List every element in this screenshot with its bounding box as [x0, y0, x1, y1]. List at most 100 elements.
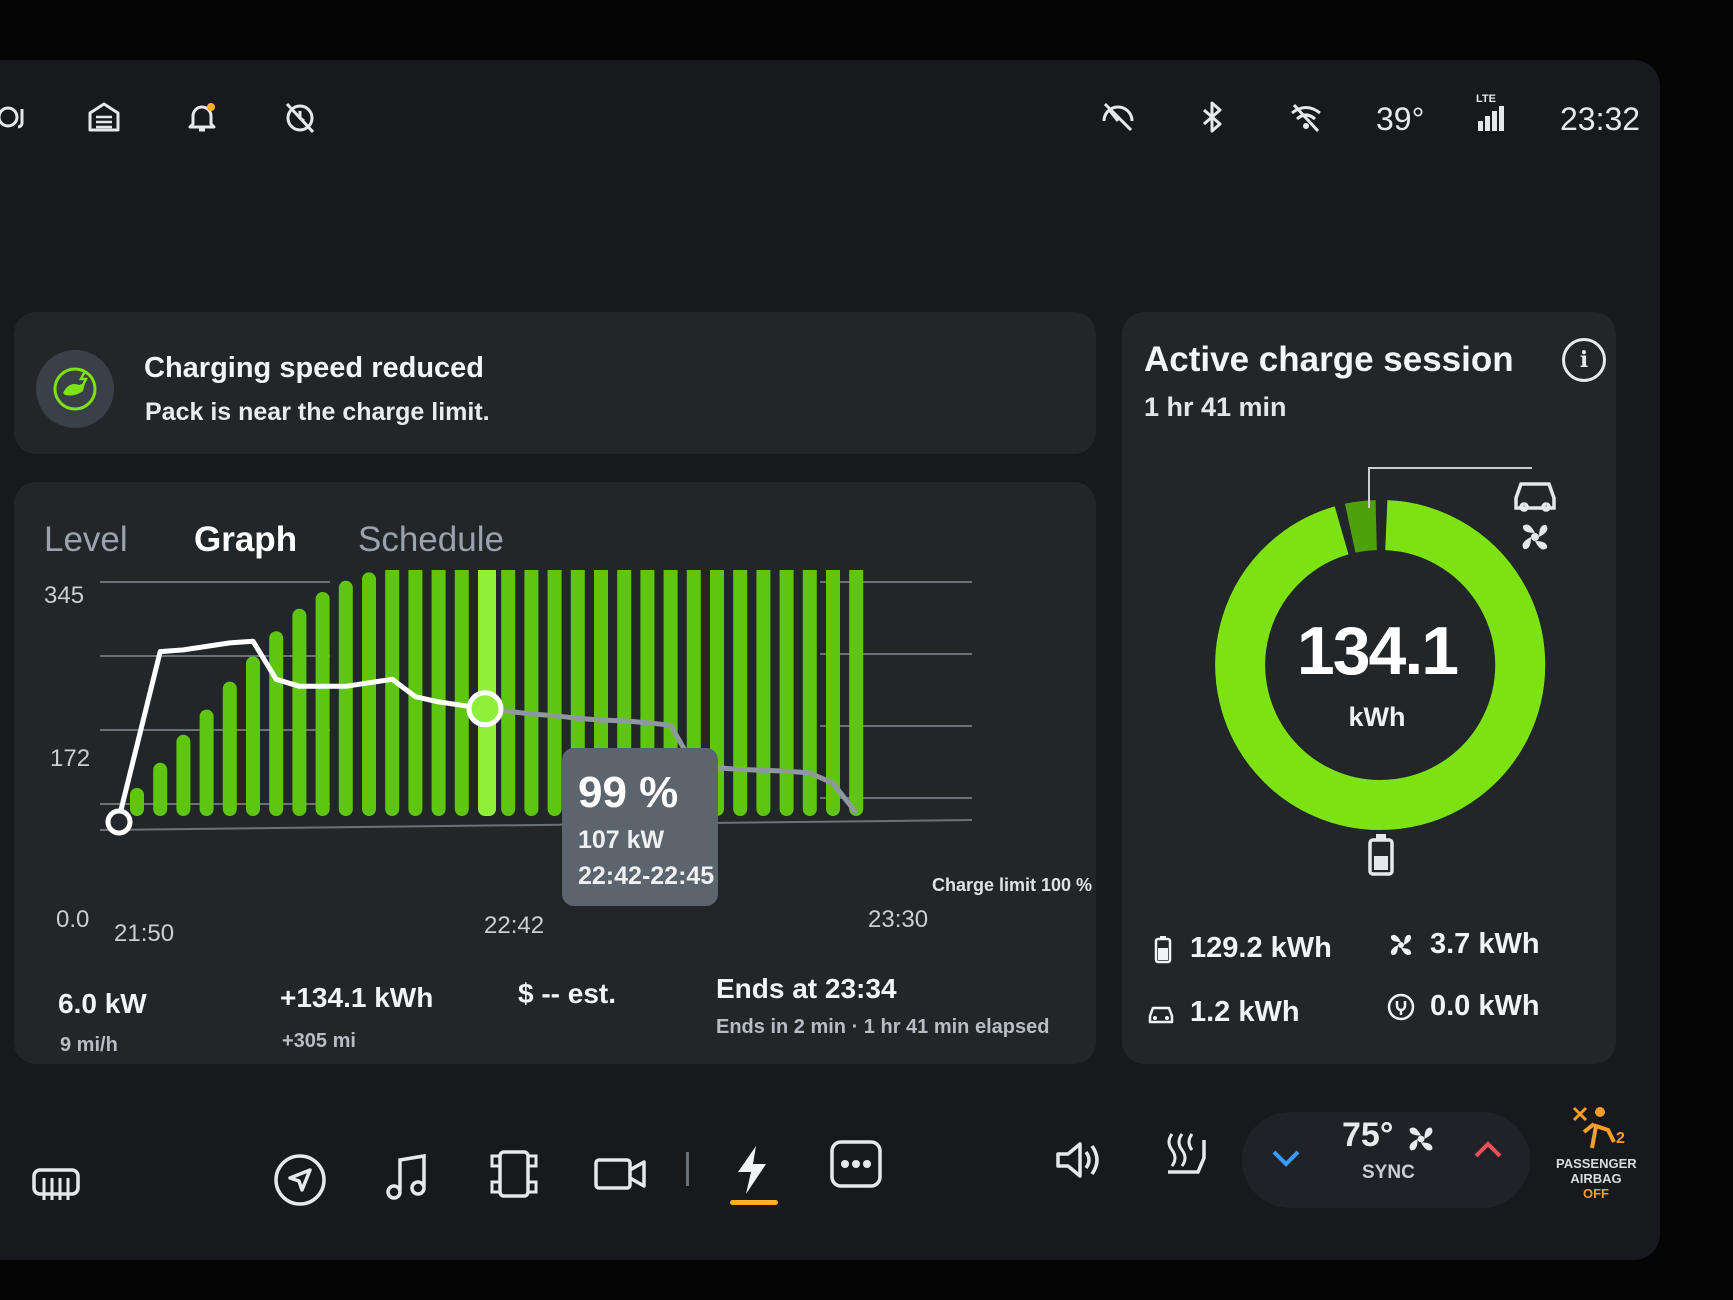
- more-apps-icon[interactable]: [826, 1134, 886, 1194]
- session-duration: 1 hr 41 min: [1144, 392, 1287, 422]
- chart-bar: [130, 788, 144, 816]
- tooltip-power: 107 kW: [578, 826, 665, 854]
- chart-bar: [756, 570, 771, 816]
- chart-bar: [454, 570, 469, 816]
- donut-leader-line: [1368, 467, 1532, 508]
- chart-tooltip: 99 % 107 kW 22:42-22:45: [562, 748, 718, 906]
- temp-down-button[interactable]: [1264, 1140, 1308, 1176]
- x-tick-label: 21:50: [114, 920, 175, 947]
- chart-start-marker: [105, 808, 133, 836]
- tab-graph[interactable]: Graph: [194, 520, 298, 559]
- fan-icon: [1384, 928, 1418, 962]
- notification-bell-icon[interactable]: [180, 95, 224, 139]
- tab-schedule[interactable]: Schedule: [358, 520, 504, 559]
- chart-bar: [269, 631, 284, 816]
- charge-rate-range: 9 mi/h: [60, 1034, 118, 1056]
- battery-icon: [1146, 932, 1180, 966]
- donut-battery-segment: [1215, 500, 1546, 830]
- chart-bar: [199, 709, 214, 816]
- garage-icon[interactable]: [82, 95, 126, 139]
- chart-bar: [501, 570, 516, 816]
- chart-bar: [826, 570, 840, 816]
- chart-bar: [176, 734, 191, 816]
- battery-icon-cap: [1376, 834, 1386, 840]
- charge-limit-label: Charge limit 100 %: [932, 875, 1093, 895]
- chart-bar: [431, 570, 446, 816]
- charge-rate-value: 6.0 kW: [58, 988, 147, 1019]
- chart-bar: [338, 580, 353, 816]
- navigation-icon[interactable]: [270, 1150, 330, 1210]
- chart-bar: [292, 608, 307, 816]
- clock: 23:32: [1560, 101, 1641, 137]
- status-bar: 39° LTE 23:32: [0, 93, 1660, 165]
- airbag-state: OFF: [1583, 1186, 1609, 1201]
- charging-notice-card: Charging speed reduced Pack is near the …: [14, 312, 1096, 454]
- climate-temperature[interactable]: 75°: [1342, 1116, 1394, 1154]
- chevron-down-icon: [1272, 1150, 1300, 1167]
- music-icon[interactable]: [378, 1148, 438, 1208]
- battery-icon-fill: [1374, 856, 1388, 870]
- bluetooth-icon[interactable]: [1190, 95, 1234, 139]
- fan-icon: [1522, 524, 1548, 550]
- volume-icon[interactable]: [1048, 1130, 1108, 1190]
- airbag-seat-number: 2: [1616, 1130, 1625, 1147]
- tab-level[interactable]: Level: [44, 520, 128, 559]
- chart-bar: [385, 570, 400, 816]
- chart-bar: [315, 592, 330, 816]
- temp-up-button[interactable]: [1466, 1132, 1510, 1168]
- network-type: LTE: [1476, 93, 1496, 105]
- info-button[interactable]: i: [1562, 338, 1606, 382]
- reduced-speed-icon: [36, 350, 114, 428]
- profile-icon[interactable]: [0, 95, 38, 139]
- wifi-off-icon[interactable]: [1284, 95, 1328, 139]
- chart-bar: [246, 656, 260, 816]
- vehicle-energy: 1.2 kWh: [1190, 996, 1300, 1028]
- passenger-airbag-status: PASSENGER AIRBAG OFF: [1556, 1156, 1637, 1201]
- climate-sync-label: SYNC: [1362, 1162, 1415, 1183]
- chart-bar: [779, 570, 794, 816]
- notice-title: Charging speed reduced: [144, 352, 485, 384]
- fan-icon: [1404, 1122, 1438, 1156]
- chart-bar: [802, 570, 817, 816]
- energy-added-value: +134.1 kWh: [280, 982, 434, 1013]
- chevron-up-icon: [1474, 1141, 1502, 1158]
- chart-bar: [733, 570, 748, 816]
- session-total-energy: 134.1: [1296, 613, 1459, 689]
- cost-estimate: $ -- est.: [518, 978, 617, 1009]
- x-tick-label: 22:42: [484, 912, 545, 939]
- y-tick-label: 345: [44, 582, 85, 609]
- baseline: [100, 819, 973, 831]
- charging-icon[interactable]: [722, 1140, 782, 1200]
- airbag-label-line2: AIRBAG OFF: [1556, 1171, 1636, 1201]
- seat-heater-icon[interactable]: [1156, 1126, 1216, 1186]
- climate-energy: 3.7 kWh: [1430, 928, 1540, 960]
- chart-bar: [222, 681, 237, 816]
- vehicle-controls-icon[interactable]: [484, 1144, 544, 1204]
- chart-bar: [547, 570, 562, 816]
- camera-icon[interactable]: [590, 1144, 650, 1204]
- y-tick-label: 0.0: [56, 906, 90, 933]
- dock-divider: [686, 1152, 689, 1186]
- session-total-unit: kWh: [1348, 702, 1406, 732]
- other-energy: 0.0 kWh: [1430, 990, 1540, 1022]
- charge-end-time: Ends at 23:34: [716, 973, 897, 1004]
- tooltip-percent: 99 %: [578, 768, 679, 817]
- chart-bar: [153, 762, 168, 816]
- chart-bar: [524, 570, 539, 816]
- charge-end-detail: Ends in 2 min · 1 hr 41 min elapsed: [716, 1016, 1050, 1038]
- wiper-off-icon[interactable]: [1096, 95, 1140, 139]
- car-icon: [1514, 482, 1556, 512]
- y-tick-label: 172: [50, 745, 91, 772]
- rear-defrost-icon[interactable]: [26, 1154, 86, 1214]
- session-title: Active charge session: [1144, 340, 1514, 379]
- airbag-label: AIRBAG: [1570, 1171, 1622, 1186]
- sentry-off-icon[interactable]: [278, 95, 322, 139]
- power-line-future: [484, 706, 859, 815]
- range-added-value: +305 mi: [282, 1030, 356, 1052]
- chart-bar: [408, 570, 423, 816]
- chart-selected-marker: [466, 690, 504, 728]
- x-tick-label: 23:30: [868, 906, 929, 933]
- chart-bar: [849, 570, 864, 816]
- lte-signal-icon: [1468, 95, 1512, 139]
- airbag-off-icon: [1570, 1104, 1624, 1154]
